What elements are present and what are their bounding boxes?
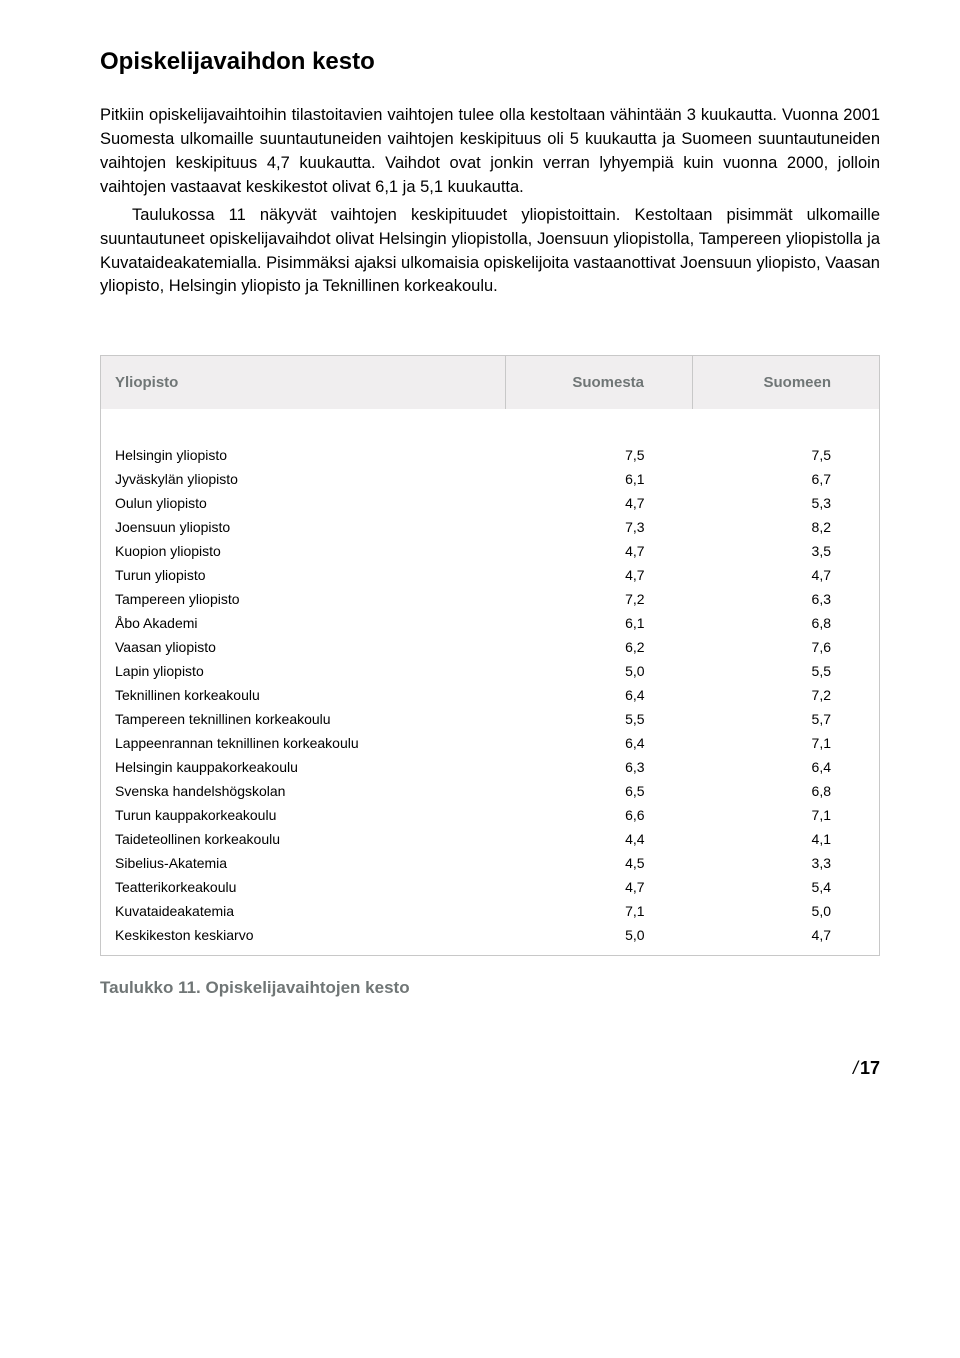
table-cell-label: Tampereen yliopisto <box>101 587 506 611</box>
table-cell-value: 6,5 <box>506 779 693 803</box>
table-cell-value: 7,6 <box>693 635 880 659</box>
table-cell-value: 6,6 <box>506 803 693 827</box>
table-cell-label: Svenska handelshögskolan <box>101 779 506 803</box>
table-cell-label: Taideteollinen korkeakoulu <box>101 827 506 851</box>
table-row: Joensuun yliopisto7,38,2 <box>101 515 880 539</box>
table-cell-value: 4,5 <box>506 851 693 875</box>
body-paragraph: Pitkiin opiskelijavaihtoihin tilastoitav… <box>100 104 880 200</box>
table-cell-label: Keskikeston keskiarvo <box>101 923 506 956</box>
table-cell-value: 6,7 <box>693 467 880 491</box>
table-cell-value: 4,7 <box>506 563 693 587</box>
table-cell-label: Turun kauppakorkeakoulu <box>101 803 506 827</box>
table-row: Taideteollinen korkeakoulu4,44,1 <box>101 827 880 851</box>
table-cell-value: 7,1 <box>693 731 880 755</box>
page-number-slash: / <box>853 1058 858 1078</box>
page-number-value: 17 <box>860 1058 880 1078</box>
table-cell-label: Teatterikorkeakoulu <box>101 875 506 899</box>
table-cell-value: 7,2 <box>506 587 693 611</box>
table-cell-label: Teknillinen korkeakoulu <box>101 683 506 707</box>
table-cell-value: 4,7 <box>506 539 693 563</box>
table-cell-value: 6,1 <box>506 467 693 491</box>
table-header-suomeen: Suomeen <box>693 356 880 410</box>
table-row: Sibelius-Akatemia4,53,3 <box>101 851 880 875</box>
table-cell-label: Kuvataideakatemia <box>101 899 506 923</box>
table-caption: Taulukko 11. Opiskelijavaihtojen kesto <box>100 978 880 998</box>
table-cell-value: 5,3 <box>693 491 880 515</box>
table-cell-value: 6,3 <box>506 755 693 779</box>
table-row: Teknillinen korkeakoulu6,47,2 <box>101 683 880 707</box>
table-cell-value: 5,5 <box>693 659 880 683</box>
table-row: Vaasan yliopisto6,27,6 <box>101 635 880 659</box>
table-cell-value: 4,4 <box>506 827 693 851</box>
table-cell-label: Oulun yliopisto <box>101 491 506 515</box>
table-cell-label: Joensuun yliopisto <box>101 515 506 539</box>
table-cell-value: 6,4 <box>693 755 880 779</box>
table-cell-value: 5,4 <box>693 875 880 899</box>
table-cell-value: 3,3 <box>693 851 880 875</box>
table-cell-value: 4,7 <box>693 923 880 956</box>
table-cell-value: 8,2 <box>693 515 880 539</box>
table-cell-value: 6,2 <box>506 635 693 659</box>
table-header-suomesta: Suomesta <box>506 356 693 410</box>
table-cell-label: Lappeenrannan teknillinen korkeakoulu <box>101 731 506 755</box>
table-cell-label: Lapin yliopisto <box>101 659 506 683</box>
data-table: Yliopisto Suomesta Suomeen Helsingin yli… <box>100 355 880 956</box>
table-spacer <box>101 409 880 443</box>
body-paragraph: Taulukossa 11 näkyvät vaihtojen keskipit… <box>100 204 880 300</box>
table-cell-value: 6,3 <box>693 587 880 611</box>
table-cell-value: 5,7 <box>693 707 880 731</box>
table-row: Kuopion yliopisto4,73,5 <box>101 539 880 563</box>
table-cell-value: 5,0 <box>506 659 693 683</box>
table-row: Turun yliopisto4,74,7 <box>101 563 880 587</box>
table-cell-value: 4,7 <box>693 563 880 587</box>
table-cell-value: 5,0 <box>506 923 693 956</box>
table-cell-value: 7,5 <box>693 443 880 467</box>
table-row: Helsingin yliopisto7,57,5 <box>101 443 880 467</box>
page-number: /17 <box>100 1058 880 1079</box>
table-cell-value: 6,4 <box>506 683 693 707</box>
table-header-row: Yliopisto Suomesta Suomeen <box>101 356 880 410</box>
table-row: Åbo Akademi6,16,8 <box>101 611 880 635</box>
table-row: Tampereen yliopisto7,26,3 <box>101 587 880 611</box>
table-cell-value: 6,8 <box>693 779 880 803</box>
table-cell-value: 6,1 <box>506 611 693 635</box>
table-cell-label: Helsingin yliopisto <box>101 443 506 467</box>
table-cell-value: 6,8 <box>693 611 880 635</box>
table-row: Tampereen teknillinen korkeakoulu5,55,7 <box>101 707 880 731</box>
table-container: Yliopisto Suomesta Suomeen Helsingin yli… <box>100 355 880 956</box>
table-cell-value: 7,2 <box>693 683 880 707</box>
table-cell-value: 7,1 <box>506 899 693 923</box>
table-cell-value: 4,7 <box>506 875 693 899</box>
table-row: Helsingin kauppakorkeakoulu6,36,4 <box>101 755 880 779</box>
table-row: Lapin yliopisto5,05,5 <box>101 659 880 683</box>
table-cell-label: Helsingin kauppakorkeakoulu <box>101 755 506 779</box>
table-cell-value: 6,4 <box>506 731 693 755</box>
table-cell-value: 3,5 <box>693 539 880 563</box>
table-row: Teatterikorkeakoulu4,75,4 <box>101 875 880 899</box>
table-row: Jyväskylän yliopisto6,16,7 <box>101 467 880 491</box>
table-row: Kuvataideakatemia7,15,0 <box>101 899 880 923</box>
table-cell-label: Kuopion yliopisto <box>101 539 506 563</box>
table-cell-label: Vaasan yliopisto <box>101 635 506 659</box>
table-cell-value: 5,0 <box>693 899 880 923</box>
table-cell-value: 5,5 <box>506 707 693 731</box>
table-cell-label: Jyväskylän yliopisto <box>101 467 506 491</box>
table-cell-value: 7,1 <box>693 803 880 827</box>
table-cell-value: 4,1 <box>693 827 880 851</box>
table-cell-value: 7,3 <box>506 515 693 539</box>
table-row: Lappeenrannan teknillinen korkeakoulu6,4… <box>101 731 880 755</box>
table-header-label: Yliopisto <box>101 356 506 410</box>
table-row: Turun kauppakorkeakoulu6,67,1 <box>101 803 880 827</box>
table-cell-label: Åbo Akademi <box>101 611 506 635</box>
table-row: Keskikeston keskiarvo5,04,7 <box>101 923 880 956</box>
table-cell-label: Turun yliopisto <box>101 563 506 587</box>
table-row: Oulun yliopisto4,75,3 <box>101 491 880 515</box>
table-row: Svenska handelshögskolan6,56,8 <box>101 779 880 803</box>
table-cell-label: Tampereen teknillinen korkeakoulu <box>101 707 506 731</box>
table-cell-label: Sibelius-Akatemia <box>101 851 506 875</box>
section-title: Opiskelijavaihdon kesto <box>100 48 880 76</box>
table-cell-value: 7,5 <box>506 443 693 467</box>
table-cell-value: 4,7 <box>506 491 693 515</box>
